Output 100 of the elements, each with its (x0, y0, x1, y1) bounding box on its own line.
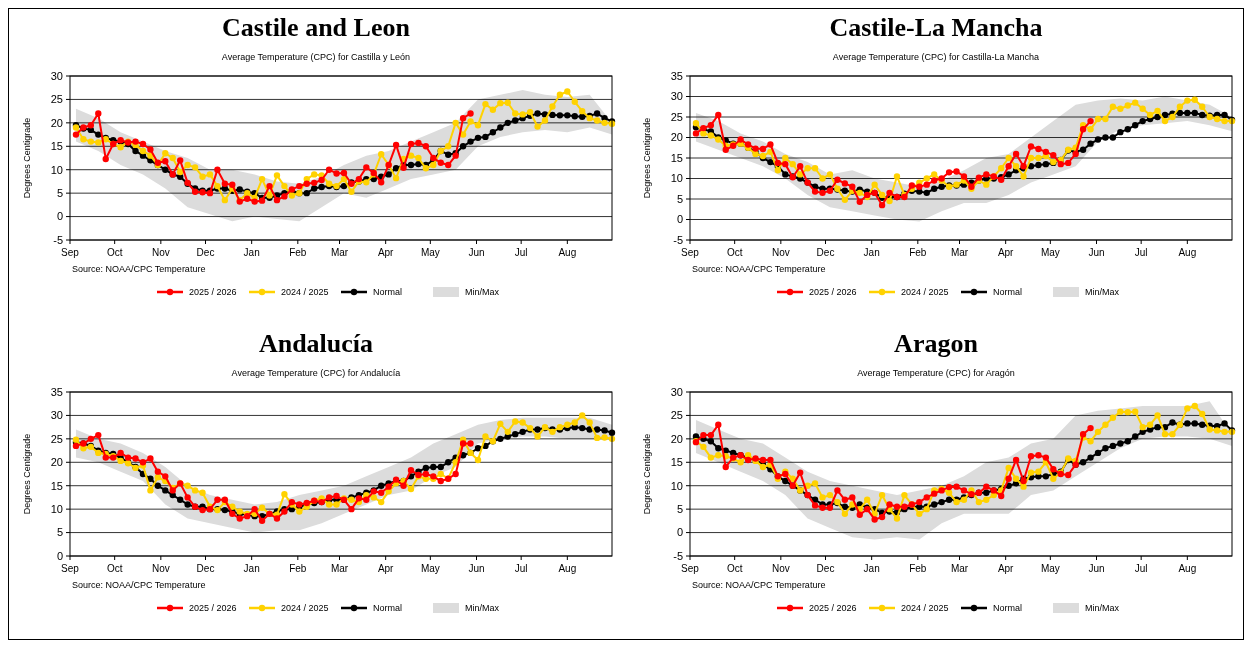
point (340, 169, 348, 177)
chart-title: Aragon (894, 329, 979, 358)
x-tick-label: Dec (816, 247, 835, 258)
point (333, 492, 340, 500)
point (856, 198, 863, 206)
point (422, 143, 430, 150)
point (459, 114, 467, 122)
point (692, 130, 700, 137)
point (72, 442, 80, 450)
point (437, 159, 444, 166)
x-tick-label: May (1040, 247, 1060, 258)
point (1027, 453, 1035, 460)
point (392, 141, 400, 149)
point (1042, 148, 1050, 156)
point (849, 183, 856, 190)
x-tick-label: Jan (243, 563, 260, 574)
point (407, 140, 415, 148)
point (878, 513, 886, 521)
x-tick-label: Mar (330, 563, 349, 574)
point (931, 177, 938, 184)
x-tick-label: Nov (151, 247, 170, 258)
point (1050, 151, 1057, 159)
point (139, 140, 147, 148)
legend-label: 2024 / 2025 (901, 603, 949, 614)
x-tick-label: Jul (514, 563, 528, 574)
x-tick-label: Aug (558, 247, 577, 258)
legend-label: Normal (993, 603, 1023, 614)
legend-label: Min/Max (1085, 287, 1120, 298)
source-note: Source: NOAA/CPC Temperature (72, 580, 206, 590)
point (774, 159, 782, 167)
point (147, 146, 154, 153)
x-tick-label: Feb (909, 563, 927, 574)
point (95, 110, 102, 117)
point (467, 440, 474, 447)
point (1079, 430, 1087, 438)
point (236, 515, 243, 522)
x-tick-label: Nov (151, 563, 170, 574)
y-tick-label: 10 (670, 479, 683, 492)
point (715, 421, 722, 428)
y-tick-label: 15 (50, 140, 63, 153)
chart-subtitle: Average Temperature (CPC) for Andalucía (231, 368, 401, 378)
legend-label: 2024 / 2025 (901, 287, 949, 298)
point (333, 170, 340, 177)
point (445, 161, 452, 169)
point (1005, 163, 1012, 170)
y-tick-label: 15 (670, 151, 683, 164)
point (221, 180, 229, 187)
point (923, 494, 930, 501)
point (960, 487, 968, 494)
point (415, 139, 422, 147)
point (893, 503, 901, 510)
point (117, 449, 124, 457)
point (266, 182, 273, 190)
x-tick-label: Sep (681, 247, 700, 258)
point (199, 506, 206, 514)
y-tick-label: 15 (670, 456, 683, 469)
point (878, 201, 886, 209)
point (715, 111, 722, 119)
point (811, 502, 819, 509)
y-tick-label: 30 (50, 69, 63, 82)
point (162, 158, 169, 165)
point (841, 180, 849, 187)
x-tick-label: Jun (1088, 563, 1105, 574)
point (244, 195, 251, 202)
point (796, 163, 804, 170)
point (1087, 424, 1094, 432)
point (953, 483, 960, 490)
point (318, 176, 325, 184)
point (258, 517, 266, 525)
point (87, 122, 95, 129)
point (184, 494, 191, 501)
y-tick-label: 35 (670, 69, 683, 82)
point (1079, 126, 1087, 133)
point (214, 166, 221, 173)
point (782, 160, 789, 168)
x-tick-label: Feb (289, 563, 307, 574)
source-note: Source: NOAA/CPC Temperature (692, 264, 826, 274)
point (841, 496, 849, 503)
x-tick-label: Jun (468, 247, 485, 258)
x-tick-label: Mar (950, 247, 969, 258)
x-tick-label: Nov (771, 247, 790, 258)
point (102, 155, 109, 163)
point (983, 171, 990, 178)
point (983, 483, 990, 490)
legend-label: Min/Max (465, 287, 500, 298)
y-axis-title: Degrees Centigrade (22, 117, 32, 199)
x-tick-label: Jan (863, 247, 880, 258)
point (1035, 145, 1042, 153)
x-tick-label: Sep (61, 247, 80, 258)
legend-label: 2024 / 2025 (281, 287, 329, 298)
point (1035, 452, 1042, 459)
x-tick-label: May (420, 563, 440, 574)
point (87, 435, 95, 443)
x-tick-label: Oct (106, 563, 123, 574)
x-tick-label: Jul (514, 247, 528, 258)
point (707, 122, 715, 129)
point (162, 473, 169, 480)
point (251, 198, 258, 205)
y-tick-label: 30 (50, 409, 63, 422)
point (214, 496, 221, 503)
